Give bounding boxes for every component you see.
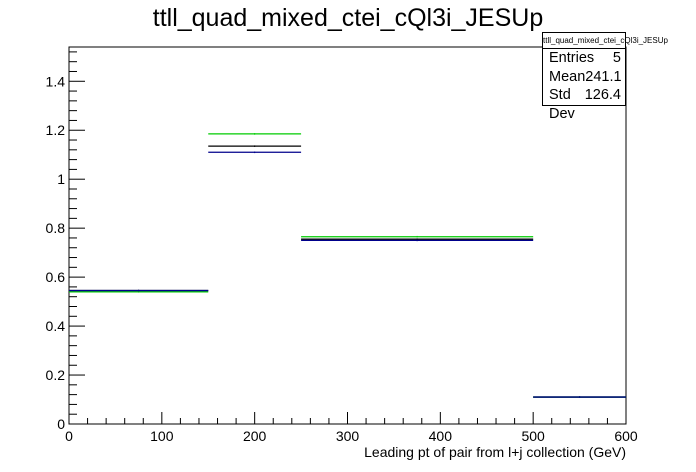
x-tick-label: 400 — [429, 428, 453, 444]
stats-row-mean: Mean 241.1 — [543, 68, 625, 87]
stats-row-entries: Entries 5 — [543, 49, 625, 68]
stats-row-stddev: Std Dev 126.4 — [543, 86, 625, 122]
x-tick-label: 100 — [150, 428, 174, 444]
series-1 — [69, 133, 626, 398]
y-tick-label: 0.2 — [46, 367, 66, 383]
stats-value: 126.4 — [584, 87, 621, 103]
series-2 — [69, 151, 626, 398]
y-axis: 0 0.2 0.4 0.6 0.8 1 1.2 1.4 — [46, 51, 85, 432]
stats-label: Std Dev — [549, 87, 575, 122]
y-tick-label: 1.4 — [46, 73, 66, 89]
stats-label: Mean — [549, 68, 586, 85]
x-tick-label: 300 — [336, 428, 360, 444]
x-tick-label: 0 — [65, 428, 73, 444]
x-tick-label: 500 — [521, 428, 545, 444]
x-axis: 0 100 200 300 400 500 600 — [65, 412, 638, 444]
x-axis-label: Leading pt of pair from l+j collection (… — [364, 444, 626, 460]
stats-box-title: ttll_quad_mixed_ctei_cQl3i_JESUp — [543, 33, 668, 49]
x-tick-label: 200 — [243, 428, 267, 444]
stats-box: ttll_quad_mixed_ctei_cQl3i_JESUp Entries… — [542, 32, 668, 122]
stats-label: Entries — [549, 50, 595, 66]
y-tick-label: 1.2 — [46, 122, 66, 138]
series-0 — [69, 145, 626, 398]
y-tick-label: 1 — [57, 171, 65, 187]
y-tick-label: 0.4 — [46, 318, 66, 334]
y-tick-label: 0.6 — [46, 269, 66, 285]
x-tick-label: 600 — [614, 428, 638, 444]
y-tick-label: 0.8 — [46, 220, 66, 236]
y-tick-label: 0 — [57, 416, 65, 432]
stats-value: 241.1 — [585, 68, 622, 85]
series-group — [69, 133, 626, 398]
stats-value: 5 — [612, 50, 621, 66]
chart-title: ttll_quad_mixed_ctei_cQl3i_JESUp — [152, 4, 544, 32]
